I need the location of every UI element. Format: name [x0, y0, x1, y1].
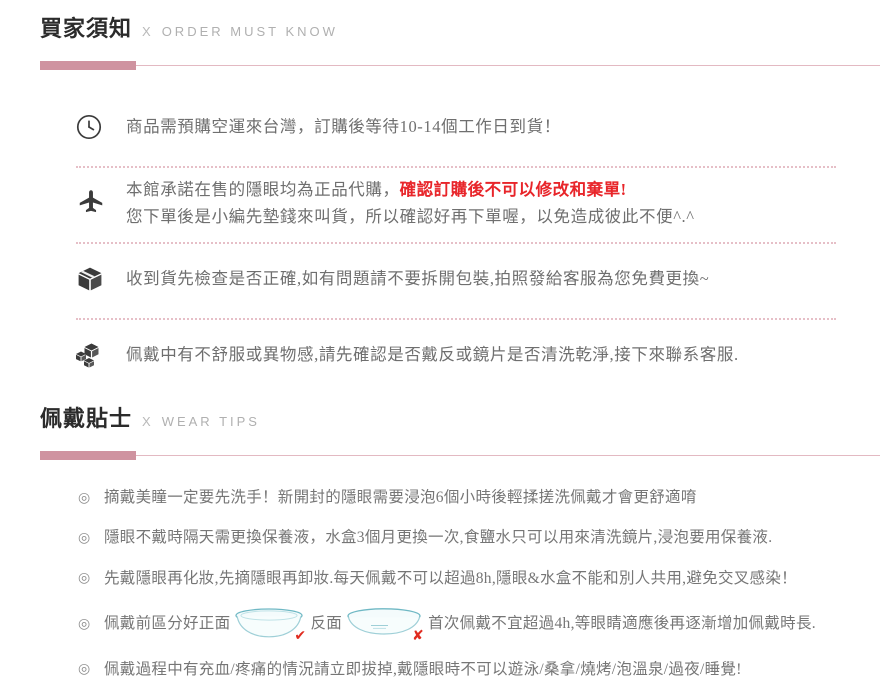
tip-text: 隱眼不戴時隔天需更換保養液，水盒3個月更換一次,食鹽水只可以用來清洗鏡片,浸泡要… — [104, 529, 773, 547]
tip-segment-text: 首次佩戴不宜超過4h,等眼睛適應後再逐漸增加佩戴時長. — [428, 615, 816, 633]
section-title-row: 佩戴貼士 X WEAR TIPS — [40, 408, 880, 442]
tip-item: ◎ 佩戴過程中有充血/疼痛的情況請立即拔掉,戴隱眼時不可以遊泳/桑拿/燒烤/泡溫… — [78, 658, 850, 681]
tip-item: ◎ 隱眼不戴時隔天需更換保養液，水盒3個月更換一次,食鹽水只可以用來清洗鏡片,浸… — [78, 526, 850, 549]
section-title-separator: X — [142, 24, 152, 39]
correct-check-mark: ✔ — [294, 627, 307, 644]
tip-bullet-icon: ◎ — [78, 661, 91, 678]
section-rule-line — [136, 455, 880, 456]
tip-bullet-icon: ◎ — [78, 615, 91, 632]
package-box-icon — [76, 259, 126, 299]
notice-text: 本館承諾在售的隱眼均為正品代購，確認訂購後不可以修改和棄單! 您下單後是小編先墊… — [126, 176, 836, 230]
section-title-row: 買家須知 X ORDER MUST KNOW — [40, 18, 880, 52]
notice-line-warning: 確認訂購後不可以修改和棄單! — [399, 179, 627, 199]
lens-wrong-figure: ✘ — [344, 607, 424, 644]
tip-bullet-icon: ◎ — [78, 529, 91, 546]
section-title-cn: 買家須知 — [40, 16, 133, 41]
section-rule — [40, 61, 880, 70]
tip-bullet-icon: ◎ — [78, 570, 91, 587]
notice-line: 商品需預購空運來台灣，訂購後等待10-14個工作日到貨！ — [126, 117, 561, 137]
notice-text: 商品需預購空運來台灣，訂購後等待10-14個工作日到貨！ — [126, 113, 836, 140]
tip-item: ◎ 摘戴美瞳一定要先洗手！新開封的隱眼需要浸泡6個小時後輕揉搓洗佩戴才會更舒適唷 — [78, 486, 850, 509]
tip-text: 先戴隱眼再化妝,先摘隱眼再卸妝.每天佩戴不可以超過8h,隱眼&水盒不能和別人共用… — [104, 569, 797, 587]
lens-correct-figure: ✔ — [232, 607, 306, 644]
section-header-tips: 佩戴貼士 X WEAR TIPS — [0, 408, 880, 460]
notice-row: 本館承諾在售的隱眼均為正品代購，確認訂購後不可以修改和棄單! 您下單後是小編先墊… — [76, 168, 836, 244]
section-rule-line — [136, 65, 880, 66]
notice-row: 收到貨先檢查是否正確,如有問題請不要拆開包裝,拍照發給客服為您免費更換~ — [76, 244, 836, 320]
tip-segment-text: 佩戴前區分好正面 — [104, 615, 231, 633]
order-must-know-section: 買家須知 X ORDER MUST KNOW 商品需預購空運來台灣，訂購後等待1… — [0, 18, 880, 394]
section-rule-block — [40, 61, 136, 70]
notice-text: 佩戴中有不舒服或異物感,請先確認是否戴反或鏡片是否清洗乾淨,接下來聯系客服. — [126, 341, 836, 368]
notice-text: 收到貨先檢查是否正確,如有問題請不要拆開包裝,拍照發給客服為您免費更換~ — [126, 265, 836, 292]
notice-line-1: 本館承諾在售的隱眼均為正品代購，確認訂購後不可以修改和棄單! — [126, 176, 836, 203]
tip-item-lens-orientation: ◎ 佩戴前區分好正面 ✔ 反面 — [78, 607, 850, 644]
tip-item: ◎ 先戴隱眼再化妝,先摘隱眼再卸妝.每天佩戴不可以超過8h,隱眼&水盒不能和別人… — [78, 567, 850, 590]
section-header-order: 買家須知 X ORDER MUST KNOW — [0, 18, 880, 70]
section-rule-block — [40, 451, 136, 460]
section-title-cn: 佩戴貼士 — [40, 406, 133, 431]
wrong-cross-mark: ✘ — [412, 627, 425, 644]
wear-tips-section: 佩戴貼士 X WEAR TIPS ◎ 摘戴美瞳一定要先洗手！新開封的隱眼需要浸泡… — [0, 394, 880, 681]
notice-row: 佩戴中有不舒服或異物感,請先確認是否戴反或鏡片是否清洗乾淨,接下來聯系客服. — [76, 320, 836, 394]
section-title-en: ORDER MUST KNOW — [161, 24, 338, 39]
section-title-en: WEAR TIPS — [161, 414, 260, 429]
notice-list: 商品需預購空運來台灣，訂購後等待10-14個工作日到貨！ 本館承諾在售的隱眼均為… — [0, 92, 880, 394]
clock-icon — [76, 107, 126, 147]
airplane-icon — [76, 183, 126, 223]
tip-segment-text: 反面 — [310, 615, 343, 633]
tip-bullet-icon: ◎ — [78, 489, 91, 506]
tip-text: 摘戴美瞳一定要先洗手！新開封的隱眼需要浸泡6個小時後輕揉搓洗佩戴才會更舒適唷 — [104, 489, 697, 506]
section-rule — [40, 451, 880, 460]
notice-line: 收到貨先檢查是否正確,如有問題請不要拆開包裝,拍照發給客服為您免費更換~ — [126, 269, 710, 289]
notice-line: 佩戴中有不舒服或異物感,請先確認是否戴反或鏡片是否清洗乾淨,接下來聯系客服. — [126, 345, 739, 365]
tip-text: 佩戴過程中有充血/疼痛的情況請立即拔掉,戴隱眼時不可以遊泳/桑拿/燒烤/泡溫泉/… — [104, 660, 742, 678]
section-title-separator: X — [142, 414, 152, 429]
notice-line-normal: 本館承諾在售的隱眼均為正品代購， — [126, 179, 400, 199]
notice-row: 商品需預購空運來台灣，訂購後等待10-14個工作日到貨！ — [76, 92, 836, 168]
notice-line-2: 您下單後是小編先墊錢來叫貨，所以確認好再下單喔，以免造成彼此不便^.^ — [126, 207, 695, 226]
tips-list: ◎ 摘戴美瞳一定要先洗手！新開封的隱眼需要浸泡6個小時後輕揉搓洗佩戴才會更舒適唷… — [0, 486, 880, 681]
boxes-stack-icon — [76, 335, 126, 375]
tip-text: 佩戴前區分好正面 ✔ 反面 — [104, 607, 850, 644]
